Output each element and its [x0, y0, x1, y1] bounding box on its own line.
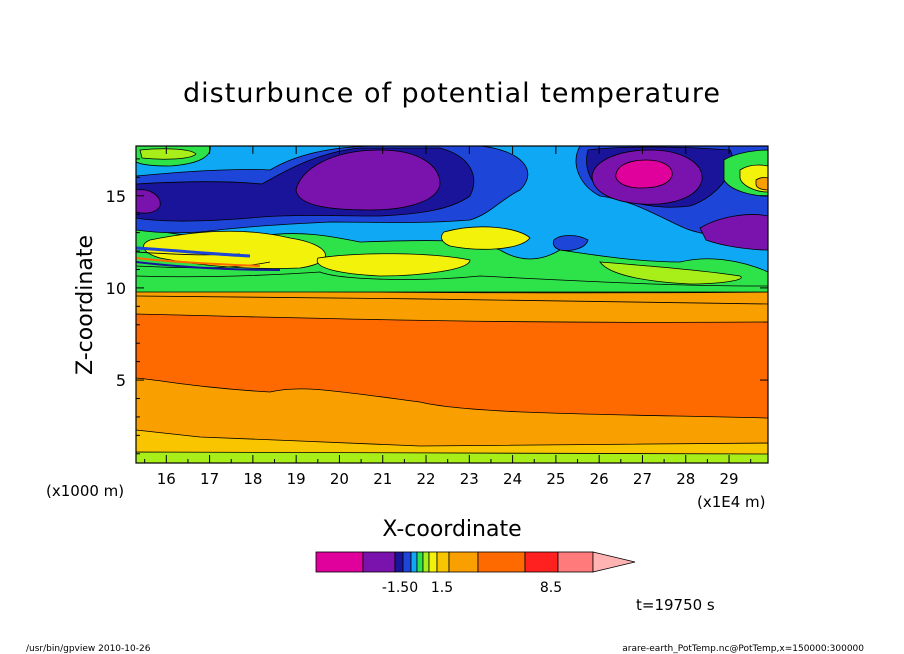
colorbar-label-high: 8.5 [540, 580, 562, 596]
colorbar-segment [402, 551, 412, 573]
x-tick-label: 18 [243, 470, 262, 488]
x-tick-label: 23 [460, 470, 479, 488]
colorbar [315, 551, 636, 573]
y-axis: 5 10 15 [106, 158, 768, 455]
region-magenta [615, 159, 673, 189]
region-yellow-right [441, 226, 531, 250]
chart-title: disturbunce of potential temperature [183, 78, 721, 109]
colorbar-segment [477, 551, 526, 573]
colorbar-segment [315, 551, 364, 573]
x-axis-label: X-coordinate [382, 517, 521, 542]
time-label: t=19750 s [636, 596, 715, 614]
x-unit-label: (x1000 m) [46, 482, 124, 500]
x-tick-label: 27 [633, 470, 652, 488]
region-blue-small [552, 235, 589, 251]
x-tick-label: 20 [330, 470, 349, 488]
colorbar-segment [416, 551, 424, 573]
y-tick-label: 15 [106, 187, 126, 206]
x-tick-label: 19 [287, 470, 306, 488]
footer-left: /usr/bin/gpview 2010-10-26 [26, 644, 151, 654]
y-tick-label: 5 [116, 371, 126, 390]
x-tick-label: 16 [157, 470, 176, 488]
x-tick-label: 28 [676, 470, 695, 488]
colorbar-tick-labels: -1.50 1.5 8.5 [382, 580, 562, 596]
colorbar-label-neg: -1.50 [382, 580, 418, 596]
colorbar-label-pos: 1.5 [431, 580, 453, 596]
colorbar-segment [448, 551, 479, 573]
layer-green-bottom [136, 451, 768, 463]
x-tick-label: 25 [546, 470, 565, 488]
footer-right: arare-earth_PotTemp.nc@PotTemp,x=150000:… [622, 644, 864, 654]
colorbar-segment [410, 551, 418, 573]
x-tick-label: 24 [503, 470, 522, 488]
x-scale-label: (x1E4 m) [697, 493, 766, 511]
colorbar-segment [524, 551, 559, 573]
x-tick-label: 26 [590, 470, 609, 488]
region-purple-farright [699, 214, 768, 251]
y-axis-label: Z-coordinate [73, 235, 98, 375]
region-yellow-large [143, 230, 326, 269]
layer-dark-orange [136, 313, 768, 419]
colorbar-segment [436, 551, 450, 573]
region-purple-center [295, 149, 441, 211]
colorbar-segment [422, 551, 430, 573]
x-tick-label: 21 [373, 470, 392, 488]
region-lightgreen [599, 261, 742, 285]
colorbar-segment [428, 551, 438, 573]
y-tick-label: 10 [106, 279, 126, 298]
x-tick-label: 22 [416, 470, 435, 488]
colorbar-segment [362, 551, 396, 573]
region-yellow-mid [316, 253, 471, 277]
colorbar-arrow [592, 551, 636, 573]
x-axis: 16 17 18 19 20 21 22 23 24 25 26 27 28 29 [144, 146, 752, 488]
x-tick-label: 29 [719, 470, 738, 488]
plot-frame [135, 145, 769, 464]
colorbar-segment [394, 551, 404, 573]
colorbar-segment [557, 551, 594, 573]
x-tick-label: 17 [200, 470, 219, 488]
plot-area [136, 146, 768, 463]
